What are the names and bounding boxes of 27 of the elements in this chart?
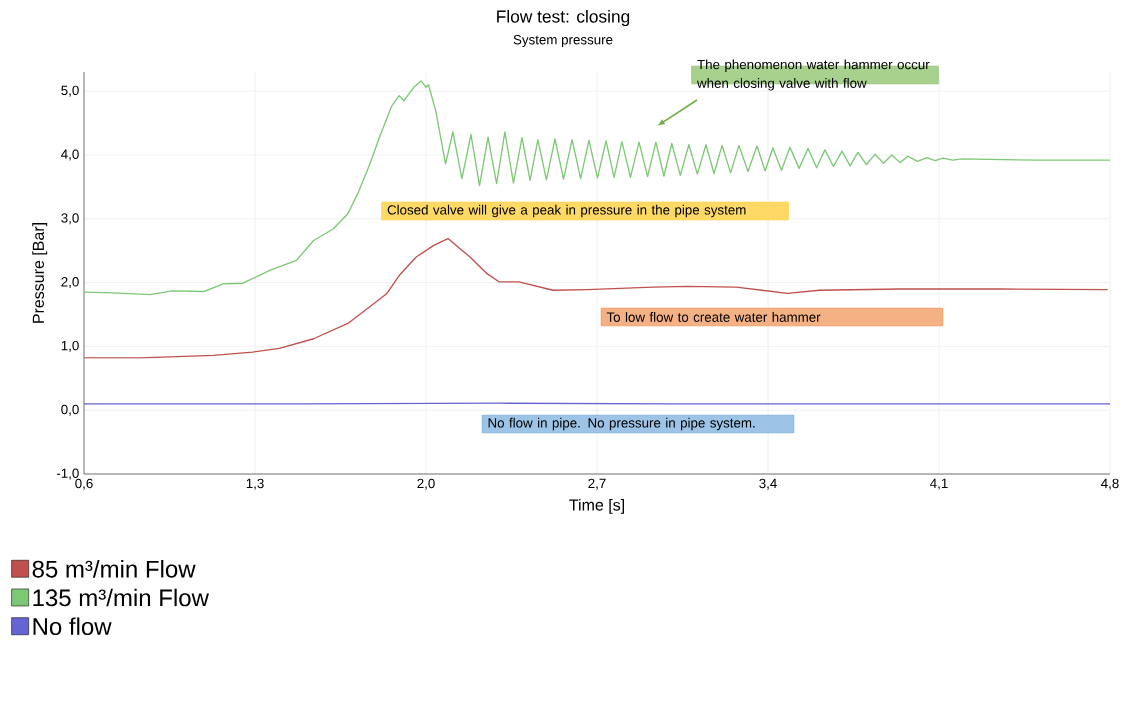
chart-subtitle: System pressure xyxy=(513,34,613,48)
x-axis-title: Time [s] xyxy=(569,498,624,514)
line-series xyxy=(84,237,1109,359)
x-tick-label: 2,7 xyxy=(588,478,606,490)
x-tick-label: 4,1 xyxy=(930,478,948,490)
line-series xyxy=(84,80,1111,296)
y-axis-title: Pressure [Bar] xyxy=(32,223,48,323)
x-tick-label: 1,3 xyxy=(246,478,264,490)
y-tick-label: 5,0 xyxy=(61,85,79,97)
x-tick-label: 0,6 xyxy=(75,478,93,490)
y-tick-label: 4,0 xyxy=(61,149,79,161)
x-tick-label: 2,0 xyxy=(417,478,435,490)
x-tick-label: 4,8 xyxy=(1101,478,1119,490)
x-tick-label: 3,4 xyxy=(759,478,777,490)
y-tick-label: -1,0 xyxy=(56,468,79,480)
annotation: No flow in pipe. No pressure in pipe system. xyxy=(488,417,755,431)
y-tick-label: 2,0 xyxy=(61,277,79,289)
legend-label: No flow xyxy=(33,617,112,636)
annotation: To low flow to create water hammer xyxy=(606,312,821,322)
y-tick-label: 0,0 xyxy=(61,404,79,416)
chart-title: Flow test: closing xyxy=(497,9,630,27)
annotation: Closed valve will give a peak in pressure in the pipe system xyxy=(387,204,746,218)
legend-label: 85 m³/min Flow xyxy=(32,560,196,578)
y-tick-label: 3,0 xyxy=(61,213,79,225)
annotation: The phenomenon water hammer occur when closing valve with flow xyxy=(696,59,930,91)
y-tick-label: 1,0 xyxy=(61,340,79,352)
legend-label: 135 m³/min Flow xyxy=(33,588,209,607)
